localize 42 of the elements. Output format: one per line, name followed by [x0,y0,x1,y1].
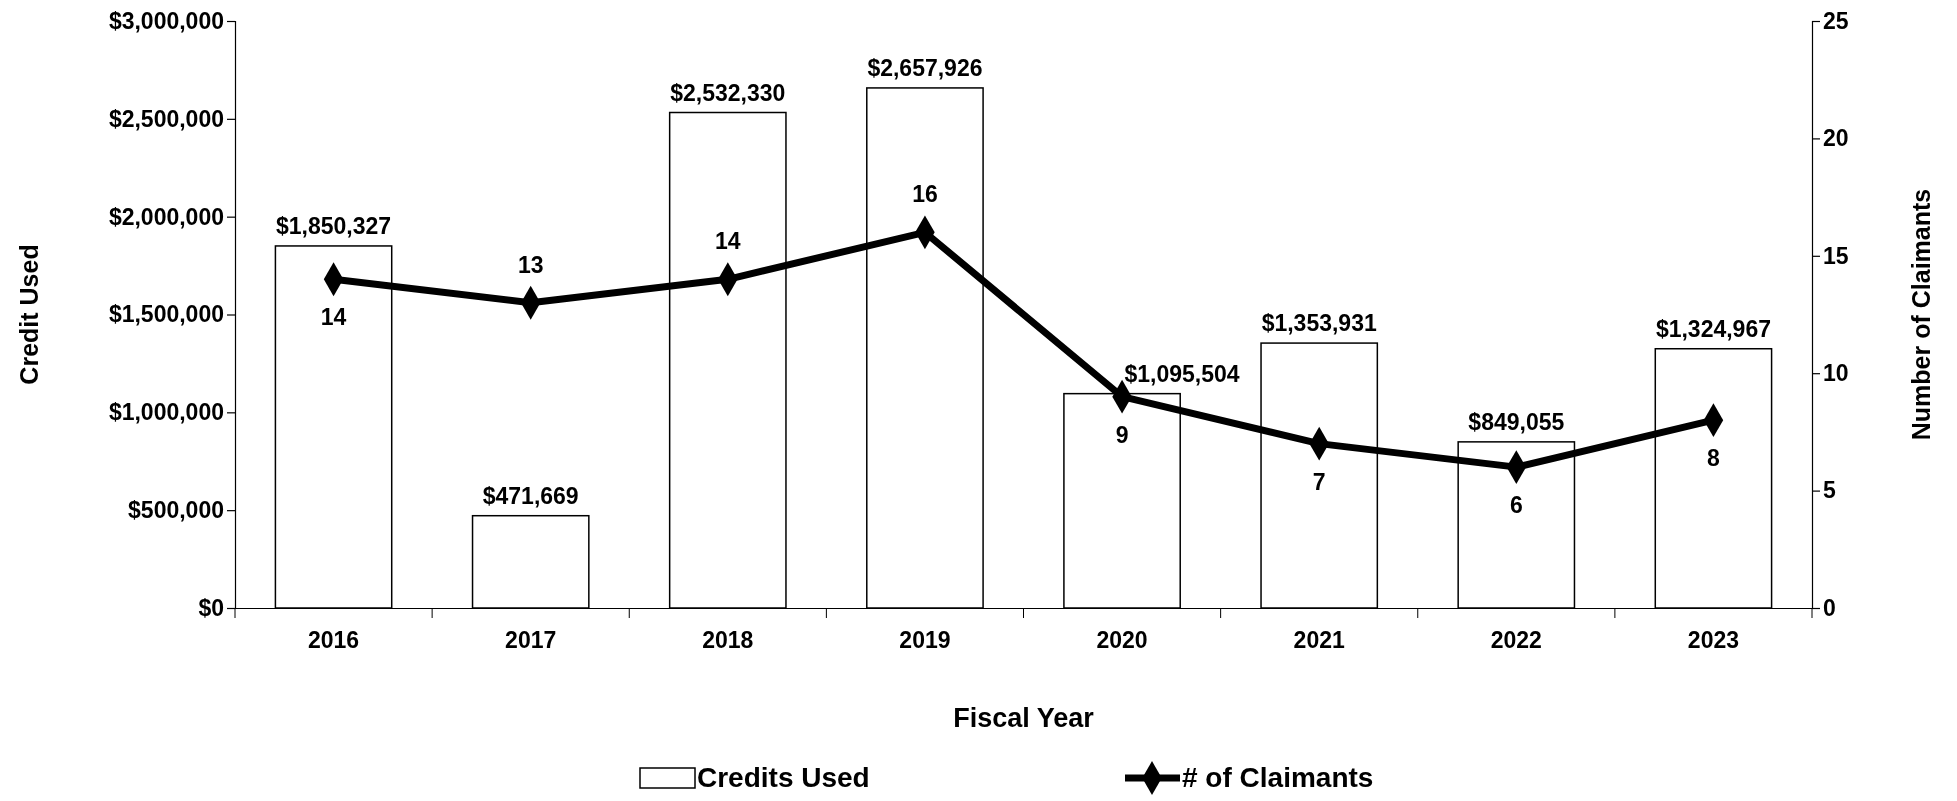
y-tick-label: $1,000,000 [108,399,224,426]
data-label: $1,095,504 [1124,360,1240,387]
x-tick-label: 2016 [307,626,360,653]
data-label: $2,532,330 [670,79,786,106]
data-label: $1,353,931 [1261,310,1377,337]
y-tick-label: $2,000,000 [108,203,224,230]
legend-label: # of Claimants [1182,762,1374,793]
x-tick-label: 2018 [702,626,754,653]
data-label: $1,324,967 [1655,315,1771,342]
y2-tick-label: 15 [1823,242,1849,269]
y-tick-label: $3,000,000 [108,7,224,34]
y-tick-label: $2,500,000 [108,105,224,132]
x-tick-label: 2017 [505,626,557,653]
legend-label: Credits Used [697,762,870,793]
data-label: 7 [1312,468,1326,495]
data-label: 9 [1115,421,1129,448]
data-label: $1,850,327 [276,212,392,239]
x-axis-title: Fiscal Year [953,703,1095,733]
y2-axis-title: Number of Claimants [1907,188,1935,441]
data-label: 8 [1707,445,1721,472]
y2-tick-label: 25 [1823,7,1849,34]
y2-tick-label: 5 [1823,477,1836,504]
data-label: 14 [320,304,347,331]
y-axis-title: Credit Used [15,244,43,385]
y-tick-label: $1,500,000 [108,301,224,328]
data-label: 6 [1509,492,1523,519]
data-label: 13 [517,251,544,278]
x-tick-label: 2022 [1490,626,1542,653]
data-label: $471,669 [482,482,579,509]
y2-tick-label: 10 [1823,360,1849,387]
y-tick-label: $0 [198,594,224,621]
x-tick-label: 2019 [899,626,951,653]
data-label: $2,657,926 [867,54,983,81]
y2-tick-label: 0 [1823,594,1836,621]
x-tick-label: 2023 [1687,626,1740,653]
y-tick-label: $500,000 [128,497,224,524]
data-label: $849,055 [1468,408,1565,435]
data-label: 16 [912,181,938,208]
y2-tick-label: 20 [1823,125,1849,152]
x-tick-label: 2021 [1293,626,1345,653]
data-label: 14 [715,228,741,255]
x-tick-label: 2020 [1096,626,1148,653]
